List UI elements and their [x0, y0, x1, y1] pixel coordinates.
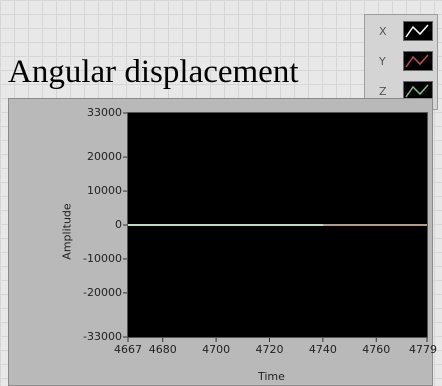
- legend-label-x: X: [379, 25, 387, 38]
- x-tick-label: 4700: [202, 343, 231, 356]
- x-tick-label: 4779: [409, 343, 437, 356]
- graph-title: Angular displacement: [8, 54, 299, 90]
- y-tick-label: -20000: [83, 285, 122, 299]
- y-tick-label: 33000: [87, 106, 122, 119]
- y-tick-label: -33000: [83, 330, 122, 343]
- y-tick-label: 20000: [87, 150, 122, 164]
- y-tick-label: 10000: [87, 184, 122, 198]
- legend-label-y: Y: [379, 55, 386, 68]
- x-tick-label: 4740: [308, 343, 337, 356]
- x-tick-label: 4667: [114, 343, 142, 356]
- line-style-x-icon[interactable]: [403, 21, 433, 41]
- legend-item-y[interactable]: Y: [365, 49, 437, 75]
- x-tick-label: 4680: [148, 343, 177, 356]
- x-tick-label: 4760: [362, 343, 391, 356]
- line-style-y-icon[interactable]: [403, 51, 433, 71]
- legend-item-x[interactable]: X: [365, 19, 437, 45]
- y-tick-label: 0: [115, 218, 122, 231]
- y-tick-label: -10000: [83, 251, 122, 265]
- plot-legend: X Y Z: [364, 14, 438, 110]
- legend-item-z[interactable]: Z: [365, 79, 437, 105]
- x-axis-title: Time: [258, 370, 285, 383]
- x-tick-label: 4720: [255, 343, 284, 356]
- legend-label-z: Z: [379, 85, 387, 98]
